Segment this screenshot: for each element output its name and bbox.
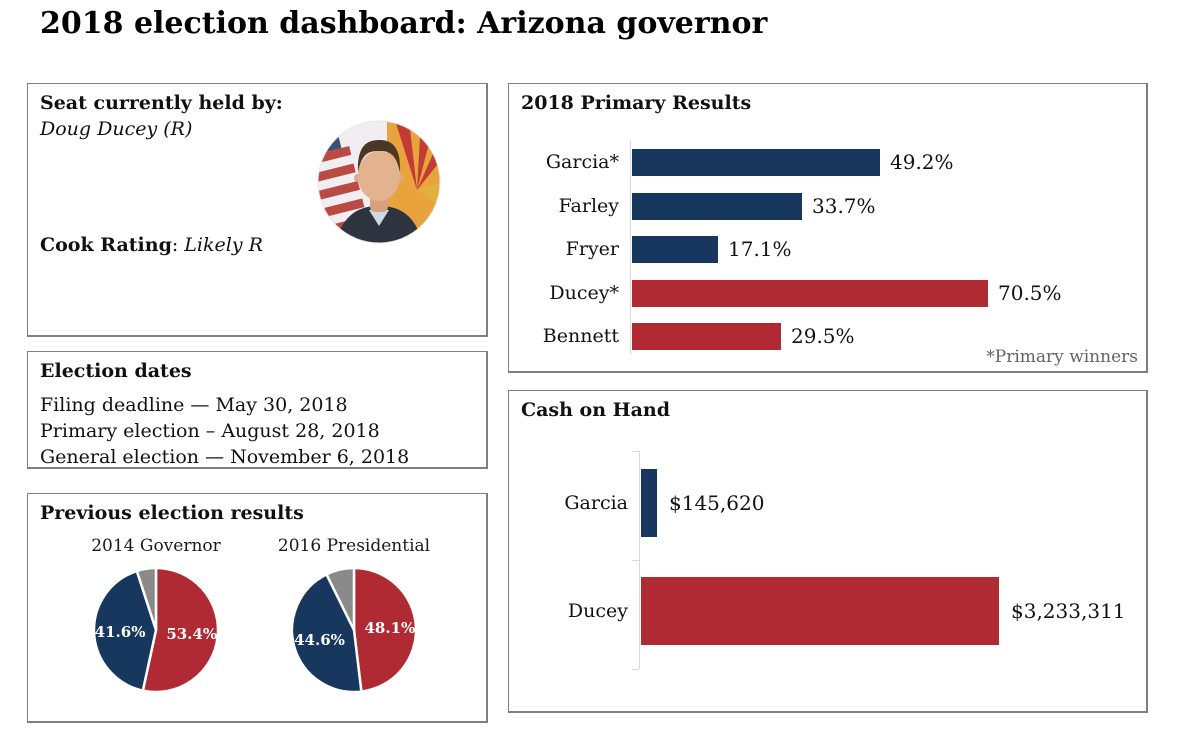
bar-garcia [632, 149, 880, 176]
value-label-ducey: $3,233,311 [1011, 599, 1126, 623]
doug-ducey-photo-icon [317, 120, 441, 244]
pie-svg: 53.4% 41.6% [92, 566, 220, 694]
y-axis-line [639, 451, 640, 669]
bar-bennett [632, 323, 781, 350]
panel-seat-holder: Seat currently held by: Doug Ducey (R) [27, 83, 488, 337]
cook-rating-value: Likely R [184, 234, 263, 256]
category-label-garcia: Garcia [564, 492, 628, 514]
page-title: 2018 election dashboard: Arizona governo… [40, 6, 768, 41]
pie-slice-democrat [290, 573, 363, 694]
bar-farley [632, 193, 802, 220]
panel-election-dates: Election dates Filing deadline — May 30,… [27, 351, 488, 469]
pie-slice-other [325, 566, 356, 632]
election-dates-list: Filing deadline — May 30, 2018 Primary e… [40, 392, 410, 468]
pie-group-2016-presidential: 2016 Presidential 48.1% 44.6% [254, 536, 454, 700]
pie-slice-republican [141, 566, 220, 694]
date-line-primary: Primary election – August 28, 2018 [40, 420, 380, 442]
axis-tick-mark [632, 669, 639, 670]
value-label-farley: 33.7% [812, 194, 876, 218]
axis-tick-mark [632, 451, 639, 452]
category-label-fryer: Fryer [565, 238, 619, 260]
cook-rating-separator: : [171, 234, 179, 256]
pie-slice-democrat [92, 569, 158, 692]
value-label-garcia: $145,620 [669, 491, 765, 515]
primary-panel-heading: 2018 Primary Results [521, 92, 752, 114]
value-label-ducey: 70.5% [998, 281, 1062, 305]
bar-fryer [632, 236, 718, 263]
value-label-bennett: 29.5% [791, 324, 855, 348]
primary-winners-footnote: *Primary winners [986, 347, 1138, 367]
pie-slice-other [135, 566, 158, 632]
panel-previous-results: Previous election results 2014 Governor … [27, 493, 488, 723]
cook-rating-line: Cook Rating: Likely R [40, 234, 263, 256]
category-label-ducey: Ducey [567, 600, 628, 622]
panel-cash-on-hand: Cash on Hand Garcia $145,620 Ducey $3,233,3… [508, 390, 1148, 713]
primary-results-bar-chart: Garcia* 49.2% Farley 33.7% Fryer 17.1% Ducey* 7… [509, 84, 1146, 371]
y-axis-line [630, 140, 631, 354]
seat-panel-heading: Seat currently held by: [40, 92, 283, 114]
pie-group-2014-governor: 2014 Governor 53.4% 41.6% [56, 536, 256, 700]
cash-panel-heading: Cash on Hand [521, 399, 671, 421]
pie-svg: 48.1% 44.6% [290, 566, 418, 694]
bar-ducey [641, 577, 999, 645]
pie-slice-republican [352, 566, 418, 693]
seat-holder-name: Doug Ducey (R) [40, 118, 193, 140]
axis-tick-mark [632, 560, 639, 561]
pie-label-republican: 53.4% [166, 625, 217, 643]
pie-chart-2014-governor: 53.4% 41.6% [86, 560, 226, 700]
category-label-bennett: Bennett [542, 325, 619, 347]
pie-label-democrat: 41.6% [95, 623, 146, 641]
value-label-fryer: 17.1% [728, 237, 792, 261]
previous-panel-heading: Previous election results [40, 502, 304, 524]
panel-primary-results: 2018 Primary Results Garcia* 49.2% Farley 3… [508, 83, 1148, 373]
date-line-filing: Filing deadline — May 30, 2018 [40, 394, 348, 416]
category-label-garcia: Garcia* [545, 151, 619, 173]
dates-panel-heading: Election dates [40, 360, 192, 382]
cash-on-hand-bar-chart: Garcia $145,620 Ducey $3,233,311 [509, 391, 1146, 711]
value-label-garcia: 49.2% [890, 150, 954, 174]
pie-title-2016: 2016 Presidential [277, 536, 431, 556]
pie-label-republican: 48.1% [364, 619, 415, 637]
category-label-farley: Farley [558, 195, 619, 217]
bar-ducey [632, 280, 988, 307]
bar-garcia [641, 469, 657, 537]
pie-title-2014: 2014 Governor [91, 536, 221, 556]
governor-portrait-avatar [317, 120, 441, 244]
category-label-ducey: Ducey* [549, 282, 619, 304]
date-line-general: General election — November 6, 2018 [40, 446, 410, 468]
pie-label-democrat: 44.6% [294, 631, 345, 649]
cook-rating-label: Cook Rating [40, 234, 172, 256]
pie-chart-2016-presidential: 48.1% 44.6% [284, 560, 424, 700]
